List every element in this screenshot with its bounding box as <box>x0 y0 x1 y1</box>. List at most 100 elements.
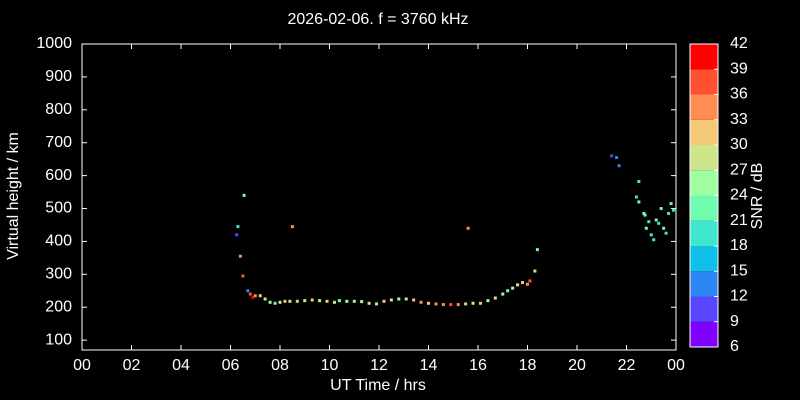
data-point <box>526 282 529 286</box>
data-point <box>617 164 621 168</box>
y-tick-label: 200 <box>45 298 72 315</box>
colorbar-tick-label: 24 <box>730 187 748 204</box>
colorbar-tick-label: 9 <box>730 313 739 330</box>
data-point <box>290 225 294 229</box>
plot-frame <box>81 43 677 351</box>
data-point <box>382 299 386 303</box>
x-tick-label: 06 <box>222 357 240 374</box>
x-tick-label: 04 <box>172 357 190 374</box>
chart-title: 2026-02-06. f = 3760 kHz <box>287 11 468 28</box>
data-point <box>506 289 510 293</box>
data-point <box>672 208 676 212</box>
data-point <box>644 226 648 230</box>
data-point <box>248 292 252 296</box>
data-point <box>397 297 401 301</box>
colorbar-band <box>690 119 718 145</box>
data-point <box>662 226 666 230</box>
data-point <box>501 292 505 296</box>
colorbar-band <box>690 195 718 221</box>
data-point <box>667 211 671 215</box>
colorbar-band <box>690 170 718 196</box>
data-point <box>337 299 341 303</box>
y-tick-label: 900 <box>45 68 72 85</box>
colorbar-band <box>690 271 718 297</box>
data-point <box>637 200 641 204</box>
x-tick-label: 12 <box>370 357 388 374</box>
data-point <box>389 298 393 302</box>
y-tick-label: 100 <box>45 331 72 348</box>
data-point <box>367 301 371 305</box>
data-point <box>283 299 287 303</box>
data-point <box>669 202 673 206</box>
y-tick-label: 300 <box>45 266 72 283</box>
data-point <box>251 295 255 299</box>
colorbar-band <box>690 69 718 95</box>
data-point <box>516 283 520 287</box>
data-point <box>258 294 262 298</box>
x-tick-label: 08 <box>271 357 289 374</box>
colorbar-tick-label: 21 <box>730 212 748 229</box>
data-point <box>427 301 430 305</box>
data-point <box>352 299 356 303</box>
y-tick-label: 800 <box>45 101 72 118</box>
data-point <box>643 213 647 217</box>
data-point <box>471 301 475 305</box>
data-point <box>332 300 336 304</box>
data-point <box>310 298 314 302</box>
data-point <box>268 300 272 304</box>
data-point <box>610 154 614 158</box>
data-point <box>412 298 416 302</box>
data-point <box>375 302 379 306</box>
colorbar-band <box>690 246 718 272</box>
data-point <box>241 274 245 278</box>
data-point <box>466 226 470 230</box>
data-point <box>634 195 638 199</box>
data-point <box>521 281 525 285</box>
colorbar-band <box>690 94 718 120</box>
data-point <box>345 299 349 303</box>
x-tick-label: 18 <box>519 357 537 374</box>
data-point <box>238 254 242 258</box>
colorbar-label: SNR / dB <box>749 163 766 230</box>
data-point <box>637 180 641 184</box>
data-point <box>649 233 653 237</box>
x-tick-label: 16 <box>469 357 487 374</box>
y-tick-label: 600 <box>45 167 72 184</box>
x-tick-label: 22 <box>618 357 636 374</box>
y-tick-label: 500 <box>45 200 72 217</box>
colorbar-band <box>690 321 718 347</box>
data-point <box>263 297 267 301</box>
data-point <box>273 301 277 305</box>
colorbar-tick-label: 33 <box>730 111 748 128</box>
data-point <box>318 299 322 303</box>
data-point <box>419 300 423 304</box>
x-axis-label: UT Time / hrs <box>330 377 426 394</box>
colorbar-tick-label: 15 <box>730 262 748 279</box>
data-point <box>246 289 250 293</box>
y-tick-label: 700 <box>45 134 72 151</box>
colorbar-band <box>690 296 718 322</box>
x-tick-label: 00 <box>73 357 91 374</box>
data-point <box>511 286 515 290</box>
colorbar-tick-label: 30 <box>730 136 748 153</box>
data-point <box>253 294 257 298</box>
x-tick-label: 00 <box>667 357 685 374</box>
colorbar-band <box>690 145 718 171</box>
y-tick-label: 1000 <box>36 35 72 52</box>
y-axis-label: Virtual height / km <box>5 132 22 260</box>
colorbar-tick-label: 27 <box>730 161 748 178</box>
data-point <box>288 299 292 303</box>
data-point <box>303 299 307 303</box>
data-point <box>659 207 663 211</box>
data-point <box>242 193 246 197</box>
data-point <box>325 299 329 303</box>
data-point <box>652 238 656 242</box>
colorbar-tick-label: 12 <box>730 288 748 305</box>
x-tick-label: 14 <box>420 357 438 374</box>
colorbar-band <box>690 44 718 70</box>
colorbar-tick-label: 42 <box>730 35 748 52</box>
colorbar-tick-label: 39 <box>730 60 748 77</box>
data-point <box>664 231 668 235</box>
data-point <box>404 297 408 301</box>
data-point <box>478 301 482 305</box>
